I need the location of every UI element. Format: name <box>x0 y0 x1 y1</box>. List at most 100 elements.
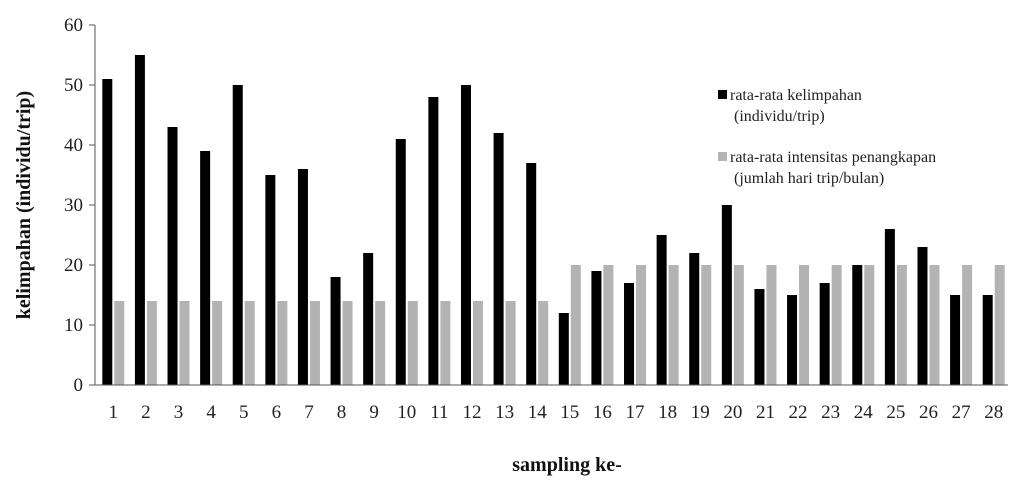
x-tick-label: 11 <box>430 402 448 423</box>
bar-series2-5 <box>244 301 255 385</box>
bar-series1-7 <box>297 169 308 385</box>
x-tick-label: 13 <box>495 402 514 423</box>
bar-series1-17 <box>624 283 635 385</box>
bar-series1-6 <box>265 175 276 385</box>
bar-series2-17 <box>636 265 647 385</box>
x-tick-label: 18 <box>658 402 677 423</box>
x-tick-label: 5 <box>239 402 249 423</box>
bars-layer <box>102 55 1005 385</box>
y-tick-label: 30 <box>64 195 83 216</box>
bar-series1-2 <box>134 55 145 385</box>
bar-series1-4 <box>200 151 211 385</box>
bar-series1-15 <box>558 313 569 385</box>
legend-swatch-1 <box>718 90 727 99</box>
y-tick-label: 0 <box>74 375 84 396</box>
bar-series1-5 <box>232 85 243 385</box>
x-tick-label: 6 <box>272 402 282 423</box>
legend-label-2-line1: rata-rata intensitas penangkapan <box>730 149 936 166</box>
bar-series2-14 <box>538 301 549 385</box>
x-axis-title: sampling ke- <box>512 454 621 476</box>
y-tick-label: 60 <box>64 15 83 36</box>
bar-series1-19 <box>689 253 700 385</box>
bar-series1-21 <box>754 289 765 385</box>
bar-series1-24 <box>852 265 863 385</box>
bar-series2-10 <box>407 301 418 385</box>
bar-series1-20 <box>721 205 732 385</box>
bar-series1-1 <box>102 79 113 385</box>
bar-series2-2 <box>146 301 157 385</box>
x-tick-label: 27 <box>952 402 971 423</box>
bar-series1-11 <box>428 97 439 385</box>
legend-swatch-2 <box>718 152 727 161</box>
bar-series2-6 <box>277 301 288 385</box>
bar-series2-9 <box>375 301 386 385</box>
legend-label-1-line2: (individu/trip) <box>734 108 825 125</box>
bar-series2-11 <box>440 301 451 385</box>
bar-series2-15 <box>570 265 581 385</box>
bar-series1-23 <box>819 283 830 385</box>
bar-series2-8 <box>342 301 353 385</box>
bar-series2-18 <box>668 265 679 385</box>
x-tick-label: 17 <box>626 402 645 423</box>
bar-series1-26 <box>917 247 928 385</box>
y-tick-label: 40 <box>64 135 83 156</box>
x-tick-label: 8 <box>337 402 347 423</box>
bar-series1-18 <box>656 235 667 385</box>
x-tick-label: 19 <box>691 402 710 423</box>
bar-series1-25 <box>884 229 895 385</box>
x-tick-label: 9 <box>369 402 379 423</box>
bar-series2-20 <box>733 265 744 385</box>
x-tick-label: 23 <box>821 402 840 423</box>
bar-series2-25 <box>896 265 907 385</box>
y-tick-label: 50 <box>64 75 83 96</box>
x-tick-label: 3 <box>174 402 184 423</box>
x-tick-label: 20 <box>723 402 742 423</box>
bar-series1-22 <box>787 295 798 385</box>
bar-series1-9 <box>363 253 374 385</box>
bar-series2-26 <box>929 265 940 385</box>
x-tick-label: 25 <box>886 402 905 423</box>
x-tick-label: 24 <box>854 402 874 423</box>
y-tick-label: 10 <box>64 315 83 336</box>
x-tick-label: 22 <box>789 402 808 423</box>
bar-series2-1 <box>114 301 125 385</box>
bar-series2-12 <box>472 301 483 385</box>
bar-series2-3 <box>179 301 190 385</box>
bar-series2-28 <box>994 265 1005 385</box>
y-axis-title: kelimpahan (individu/trip) <box>13 91 35 319</box>
bar-series2-7 <box>309 301 320 385</box>
bar-series1-14 <box>526 163 537 385</box>
bar-series2-21 <box>766 265 777 385</box>
x-tick-label: 21 <box>756 402 775 423</box>
bar-series2-4 <box>212 301 223 385</box>
bar-series1-13 <box>493 133 504 385</box>
x-tick-label: 15 <box>560 402 579 423</box>
legend-label-1-line1: rata-rata kelimpahan <box>730 87 862 104</box>
x-tick-label: 12 <box>462 402 481 423</box>
x-tick-label: 28 <box>984 402 1003 423</box>
bar-series1-8 <box>330 277 341 385</box>
bar-series1-16 <box>591 271 602 385</box>
x-tick-label: 4 <box>206 402 216 423</box>
x-tick-label: 26 <box>919 402 938 423</box>
x-tick-label: 2 <box>141 402 151 423</box>
bar-series1-10 <box>395 139 406 385</box>
bar-series2-23 <box>831 265 842 385</box>
bar-series2-27 <box>962 265 973 385</box>
legend: rata-rata kelimpahan (individu/trip) rata-… <box>718 87 936 187</box>
bar-series2-16 <box>603 265 614 385</box>
x-tick-label: 7 <box>304 402 314 423</box>
bar-series2-22 <box>799 265 810 385</box>
x-tick-label: 14 <box>528 402 548 423</box>
x-tick-label: 16 <box>593 402 612 423</box>
bar-series2-24 <box>864 265 875 385</box>
bar-series1-3 <box>167 127 178 385</box>
bar-series1-27 <box>950 295 961 385</box>
bar-series1-12 <box>460 85 471 385</box>
x-tick-label: 1 <box>109 402 119 423</box>
legend-label-2-line2: (jumlah hari trip/bulan) <box>734 170 884 187</box>
bar-series1-28 <box>982 295 993 385</box>
